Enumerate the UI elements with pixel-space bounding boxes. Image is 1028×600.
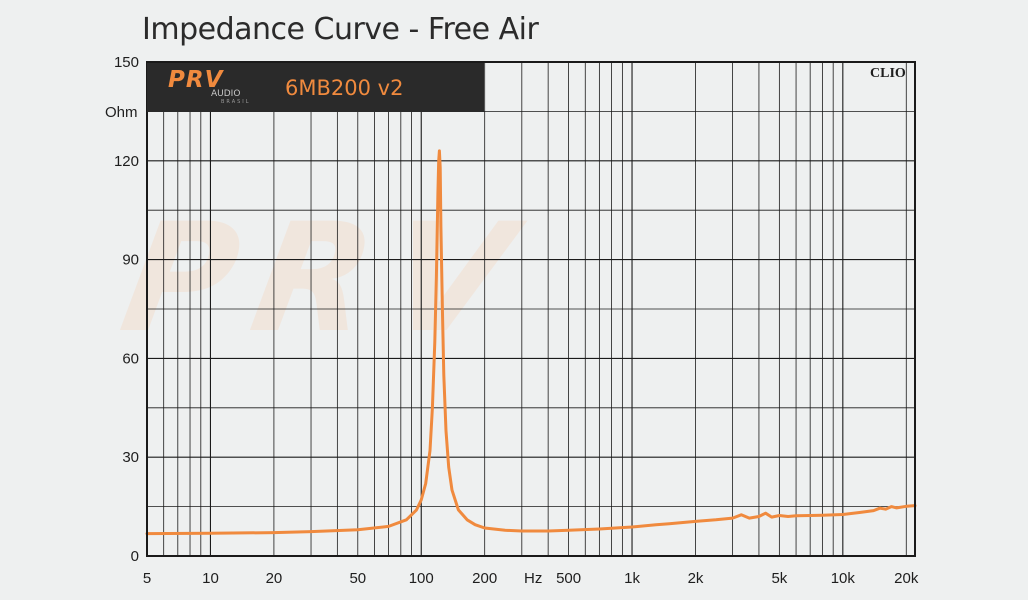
plot-frame: [146, 61, 916, 557]
y-axis-ticks: 0 30 60 90 120 150: [114, 54, 139, 565]
y-tick-label: 60: [122, 350, 139, 367]
x-tick-label: 10: [202, 570, 219, 587]
y-tick-label: 30: [122, 449, 139, 466]
y-tick-label: 150: [114, 54, 139, 71]
chart-title: Impedance Curve - Free Air: [142, 12, 539, 47]
x-tick-label: 5k: [771, 570, 787, 587]
model-name: 6MB200 v2: [285, 76, 403, 100]
brand-logo-sub: AUDIO: [211, 89, 240, 99]
x-tick-label: 50: [349, 570, 366, 587]
watermark-layer: PRV: [111, 191, 543, 366]
y-tick-label: 90: [122, 252, 139, 269]
x-tick-label: 500: [556, 570, 581, 587]
x-axis-unit: Hz: [524, 570, 542, 587]
brand-box: PRV AUDIO BRASIL 6MB200 v2: [147, 63, 484, 112]
x-tick-label: 200: [472, 570, 497, 587]
impedance-curve: [145, 149, 917, 536]
y-axis-unit: Ohm: [105, 104, 138, 121]
x-tick-label: 10k: [831, 570, 856, 587]
y-tick-label: 0: [131, 548, 139, 565]
x-tick-label: 1k: [624, 570, 640, 587]
brand-logo: PRV: [168, 67, 225, 93]
x-tick-label: 20: [266, 570, 283, 587]
x-tick-label: 2k: [688, 570, 704, 587]
brand-watermark: PRV: [111, 191, 543, 366]
x-tick-label: 20k: [894, 570, 919, 587]
x-axis-ticks: 5 10 20 50 100 200 500 1k 2k 5k 10k 20k: [143, 570, 919, 587]
grid-lines: [147, 62, 915, 556]
brand-box-background: [147, 63, 484, 112]
clio-label: CLIO: [870, 66, 906, 81]
brand-logo-sub2: BRASIL: [221, 99, 251, 105]
y-tick-label: 120: [114, 153, 139, 170]
x-tick-label: 100: [409, 570, 434, 587]
curve-layer: [145, 149, 917, 536]
x-tick-label: 5: [143, 570, 151, 587]
